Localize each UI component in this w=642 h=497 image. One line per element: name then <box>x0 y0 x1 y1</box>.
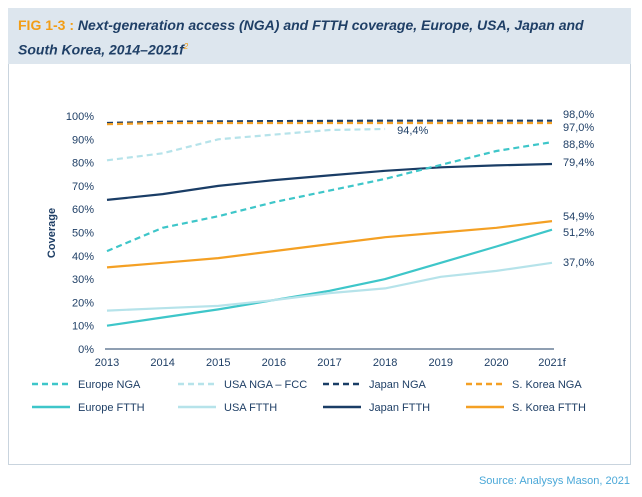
x-tick-label: 2015 <box>206 357 230 369</box>
figure-title: Next-generation access (NGA) and FTTH co… <box>18 17 584 58</box>
series-line-europe-nga <box>106 141 553 253</box>
series-line-s-korea-nga <box>106 121 552 126</box>
y-tick-label: 30% <box>72 274 94 286</box>
figure-header: FIG 1-3 : Next-generation access (NGA) a… <box>8 8 631 64</box>
series-end-label: 88,8% <box>563 139 594 151</box>
legend-label: USA FTTH <box>224 402 277 414</box>
legend-label: S. Korea NGA <box>512 379 582 391</box>
legend-label: S. Korea FTTH <box>512 402 586 414</box>
y-tick-label: 10% <box>72 321 94 333</box>
series-end-label: 98,0% <box>563 109 594 121</box>
legend-label: Europe NGA <box>78 379 141 391</box>
figure-label: FIG 1-3 <box>18 17 66 33</box>
x-tick-label: 2016 <box>262 357 286 369</box>
figure-title-line: FIG 1-3 : Next-generation access (NGA) a… <box>18 15 621 61</box>
x-tick-label: 2019 <box>429 357 453 369</box>
series-end-label: 37,0% <box>563 257 594 269</box>
y-tick-label: 80% <box>72 158 94 170</box>
legend-label: Europe FTTH <box>78 402 145 414</box>
figure-footnote: 2 <box>183 42 189 51</box>
series-end-label: 54,9% <box>563 211 594 223</box>
y-tick-label: 50% <box>72 228 94 240</box>
x-tick-label: 2014 <box>150 357 174 369</box>
legend-label: Japan NGA <box>369 379 427 391</box>
x-tick-label: 2020 <box>484 357 508 369</box>
y-tick-label: 60% <box>72 204 94 216</box>
series-line-usa-nga-fcc <box>106 127 386 162</box>
y-tick-label: 90% <box>72 134 94 146</box>
x-tick-label: 2017 <box>317 357 341 369</box>
figure-label-separator: : <box>65 17 78 33</box>
series-end-label: 51,2% <box>563 227 594 239</box>
x-tick-label: 2021f <box>538 357 566 369</box>
series-end-label: 94,4% <box>397 125 428 137</box>
legend-label: USA NGA – FCC <box>224 379 307 391</box>
series-line-japan-ftth <box>106 162 553 201</box>
y-tick-label: 70% <box>72 181 94 193</box>
series-end-label: 79,4% <box>563 157 594 169</box>
y-tick-label: 100% <box>66 111 94 123</box>
series-line-japan-nga <box>106 119 552 125</box>
series-line-usa-ftth <box>106 261 553 312</box>
source-note: Source: Analysys Mason, 2021 <box>478 475 630 487</box>
x-tick-label: 2018 <box>373 357 397 369</box>
series-line-europe-ftth <box>106 228 553 327</box>
y-tick-label: 20% <box>72 297 94 309</box>
series-line-s-korea-ftth <box>106 220 553 269</box>
y-tick-label: 0% <box>78 344 94 356</box>
legend-label: Japan FTTH <box>369 402 430 414</box>
series-end-label: 97,0% <box>563 122 594 134</box>
x-tick-label: 2013 <box>95 357 119 369</box>
y-axis-title: Coverage <box>46 208 58 258</box>
y-tick-label: 40% <box>72 251 94 263</box>
